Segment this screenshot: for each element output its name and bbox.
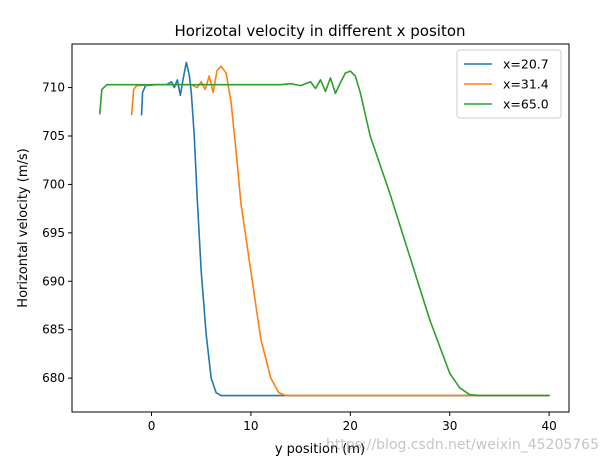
- y-tick-label: 700: [42, 177, 65, 191]
- legend-label-2: x=31.4: [503, 77, 549, 92]
- watermark-url: https://blog.csdn.net/weixin_45205765: [325, 437, 599, 453]
- legend-box: [456, 49, 562, 119]
- legend: x=20.7 x=31.4 x=65.0: [456, 49, 562, 119]
- x-axis-label: y position (m): [275, 442, 365, 457]
- x-tick-label: 30: [442, 419, 457, 433]
- y-tick-label: 680: [42, 371, 65, 385]
- legend-label-1: x=20.7: [503, 57, 549, 72]
- x-tick-label: 20: [343, 419, 358, 433]
- series-line-3: [99, 70, 550, 397]
- chart-title: Horizotal velocity in different x posito…: [174, 22, 465, 40]
- y-axis-label: Horizontal velocity (m/s): [16, 148, 31, 307]
- axis-ticks: 0 10 20 30 40 680 685 690 695 700 705 710: [42, 81, 557, 433]
- y-tick-label: 685: [42, 323, 65, 337]
- y-tick-label: 710: [42, 81, 65, 95]
- x-tick-label: 10: [243, 419, 258, 433]
- y-tick-label: 690: [42, 274, 65, 288]
- x-tick-label: 0: [148, 419, 156, 433]
- legend-label-3: x=65.0: [503, 97, 549, 112]
- x-tick-label: 40: [541, 419, 556, 433]
- y-tick-label: 695: [42, 226, 65, 240]
- series-group: [99, 61, 550, 397]
- y-tick-label: 705: [42, 129, 65, 143]
